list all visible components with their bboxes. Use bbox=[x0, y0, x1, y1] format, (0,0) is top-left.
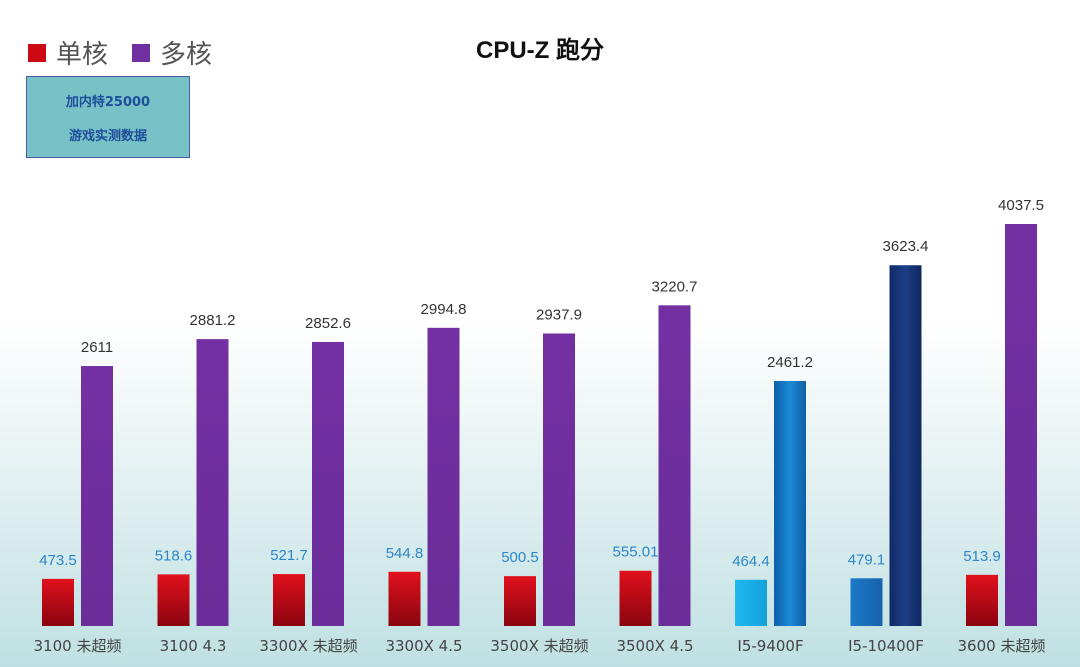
bar-single-6 bbox=[735, 579, 767, 626]
bar-multi-7 bbox=[889, 265, 922, 626]
label-multi-8: 4037.5 bbox=[998, 197, 1044, 214]
label-single-7: 479.1 bbox=[848, 551, 886, 568]
label-multi-3: 2994.8 bbox=[421, 301, 467, 318]
bar-multi-5 bbox=[658, 305, 691, 626]
label-single-2: 521.7 bbox=[270, 547, 308, 564]
x-tick-7: I5-10400F bbox=[848, 637, 924, 655]
bar-multi-1 bbox=[196, 339, 229, 626]
label-single-0: 473.5 bbox=[39, 552, 77, 569]
chart-title: CPU-Z 跑分 bbox=[476, 37, 604, 64]
legend-item-multi: 多核 bbox=[132, 34, 212, 71]
label-single-3: 544.8 bbox=[386, 545, 424, 562]
x-tick-5: 3500X 4.5 bbox=[616, 637, 693, 655]
x-tick-0: 3100 未超频 bbox=[34, 637, 122, 655]
label-single-4: 500.5 bbox=[501, 549, 539, 566]
legend-label-multi: 多核 bbox=[160, 40, 213, 70]
label-single-6: 464.4 bbox=[732, 553, 770, 570]
label-multi-5: 3220.7 bbox=[652, 278, 698, 295]
bar-multi-8 bbox=[1005, 224, 1037, 626]
bar-single-0 bbox=[42, 578, 74, 626]
legend-swatch-multi bbox=[132, 43, 151, 62]
bar-multi-3 bbox=[427, 327, 460, 626]
bar-multi-2 bbox=[312, 341, 344, 626]
bar-multi-4 bbox=[543, 333, 575, 626]
note-line-1: 加内特25000 bbox=[65, 94, 151, 110]
label-multi-4: 2937.9 bbox=[536, 306, 582, 323]
note-box: 加内特25000 游戏实测数据 bbox=[26, 76, 190, 158]
legend-swatch-single bbox=[28, 43, 46, 62]
legend-item-single: 单核 bbox=[28, 34, 108, 71]
legend-label-single: 单核 bbox=[56, 40, 109, 70]
bar-single-4 bbox=[504, 576, 536, 626]
bar-single-8 bbox=[966, 574, 998, 626]
bar-single-1 bbox=[157, 574, 190, 626]
label-multi-0: 2611 bbox=[81, 339, 113, 356]
bar-multi-6 bbox=[774, 380, 806, 626]
x-tick-6: I5-9400F bbox=[737, 637, 803, 655]
label-single-5: 555.01 bbox=[613, 544, 659, 561]
bar-single-5 bbox=[619, 570, 652, 626]
label-multi-2: 2852.6 bbox=[305, 315, 351, 332]
label-single-1: 518.6 bbox=[155, 547, 193, 564]
x-tick-1: 3100 4.3 bbox=[160, 637, 227, 655]
label-multi-7: 3623.4 bbox=[883, 238, 929, 255]
label-multi-1: 2881.2 bbox=[190, 312, 236, 329]
label-multi-6: 2461.2 bbox=[767, 354, 813, 371]
bar-single-7 bbox=[850, 578, 883, 626]
bar-single-3 bbox=[388, 571, 421, 626]
x-tick-2: 3300X 未超频 bbox=[259, 637, 357, 655]
bar-single-2 bbox=[273, 574, 305, 626]
bar-multi-0 bbox=[81, 366, 113, 626]
label-single-8: 513.9 bbox=[963, 548, 1001, 565]
note-line-2: 游戏实测数据 bbox=[68, 128, 147, 144]
x-tick-8: 3600 未超频 bbox=[958, 637, 1046, 655]
legend: 单核 多核 bbox=[28, 34, 236, 71]
x-tick-4: 3500X 未超频 bbox=[490, 637, 588, 655]
x-tick-3: 3300X 4.5 bbox=[385, 637, 462, 655]
